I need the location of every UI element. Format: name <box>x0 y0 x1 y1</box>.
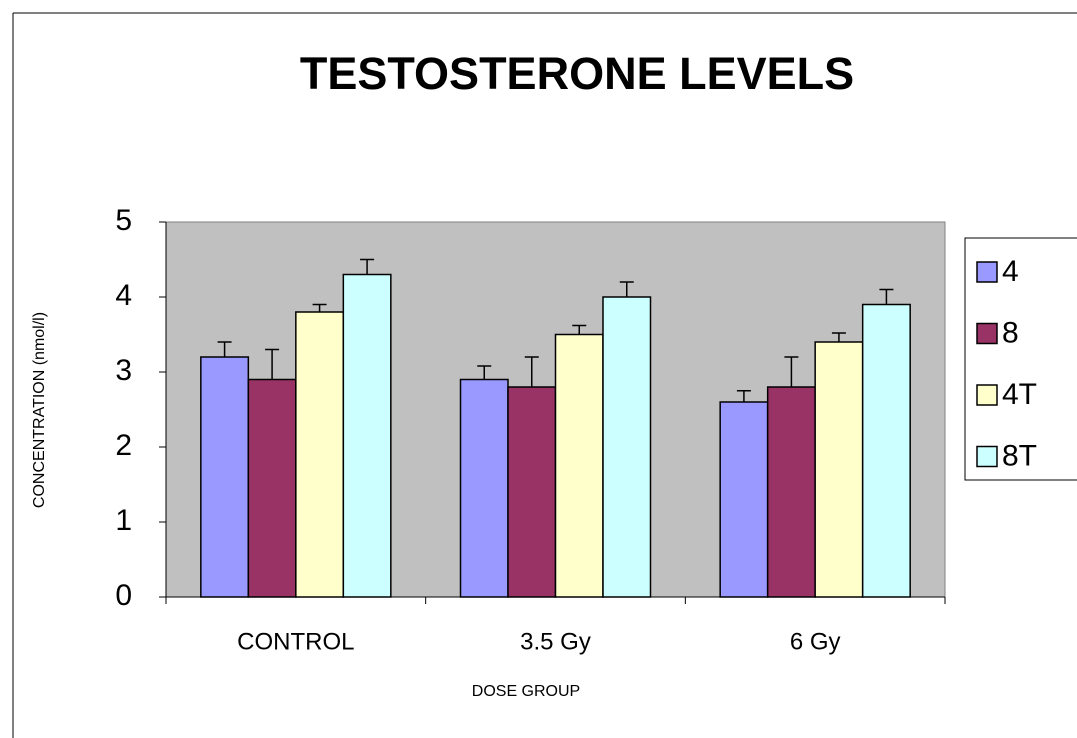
bar <box>459 378 509 598</box>
bar <box>342 273 392 598</box>
legend-swatch <box>976 445 998 468</box>
chart-title: TESTOSTERONE LEVELS <box>300 48 854 99</box>
legend-label: 4T <box>1002 378 1037 411</box>
y-tick-label: 5 <box>115 204 132 237</box>
legend-label: 8 <box>1002 316 1019 349</box>
bar <box>602 296 652 598</box>
y-axis-title: CONCENTRATION (nmol/l) <box>31 312 48 508</box>
bar <box>295 311 345 598</box>
bar <box>766 386 816 598</box>
legend-label: 4 <box>1002 255 1019 288</box>
y-tick-label: 3 <box>115 354 132 387</box>
legend-swatch <box>976 384 998 406</box>
x-tick-label: CONTROL <box>237 628 354 655</box>
y-tick-label: 2 <box>115 429 132 462</box>
y-tick-label: 4 <box>115 279 132 312</box>
bar <box>554 333 604 598</box>
legend-swatch <box>976 322 998 345</box>
bar <box>814 341 864 598</box>
legend-label: 8T <box>1002 439 1037 472</box>
x-tick-label: 3.5 Gy <box>520 628 591 655</box>
bar <box>861 303 911 598</box>
x-tick-label: 6 Gy <box>790 628 841 655</box>
bar <box>719 401 769 598</box>
y-tick-label: 0 <box>115 579 132 612</box>
bar <box>200 356 250 598</box>
y-tick-label: 1 <box>115 504 132 537</box>
legend-swatch <box>976 261 998 283</box>
bar <box>247 378 297 598</box>
x-axis-title: DOSE GROUP <box>472 683 580 700</box>
bar <box>507 386 557 598</box>
